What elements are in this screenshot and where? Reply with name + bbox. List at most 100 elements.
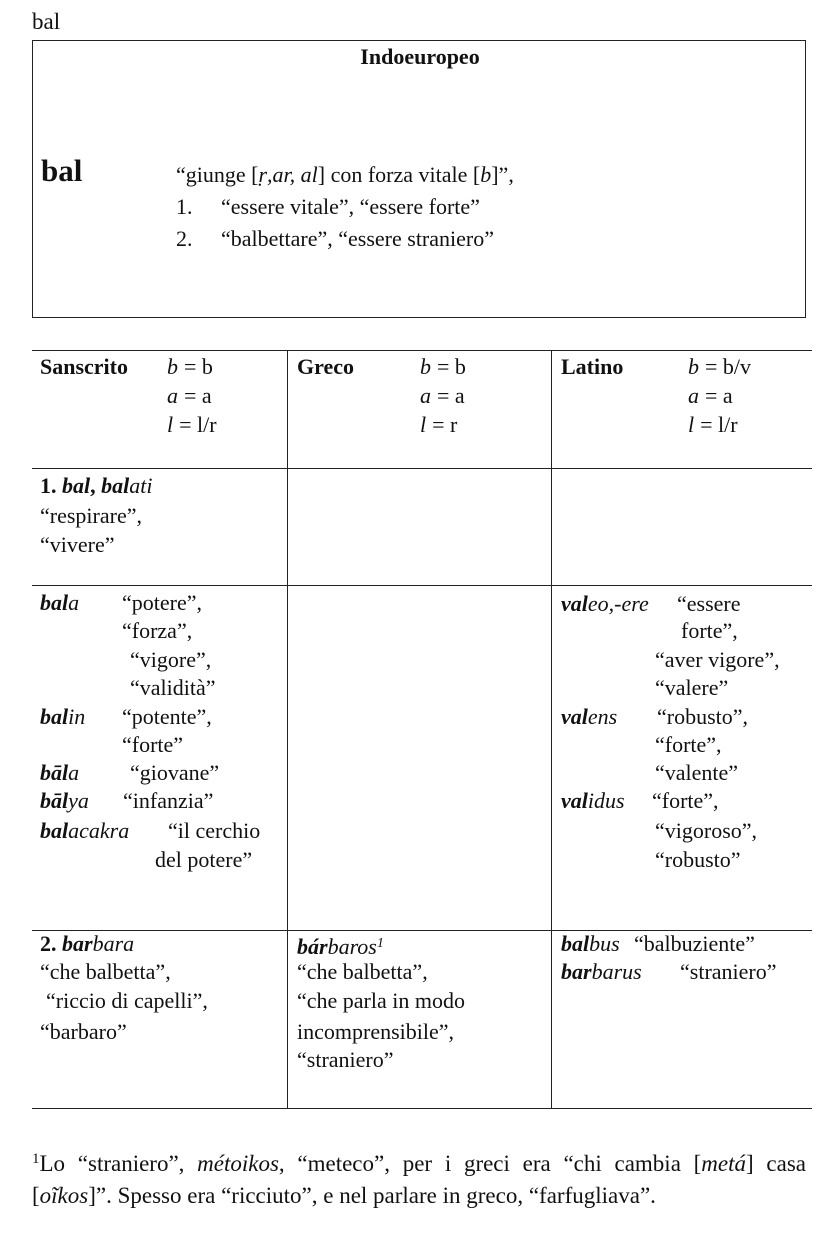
column-rule [551,350,552,1108]
cell-line: “riccio di capelli”, [46,988,208,1013]
text: l [167,412,174,437]
cell-line: 1. bal, balati [40,472,152,500]
cell-line: “straniero” [297,1047,394,1072]
text: bāl [40,760,69,785]
text: l [688,412,695,437]
text: a [420,383,431,408]
text: = l/r [700,412,738,437]
transcription-rule: a = a [167,382,212,410]
text: = b [437,354,466,379]
cell-line: barbarus [561,958,642,986]
text: l [420,412,427,437]
column-header: Greco [297,354,355,379]
cell-line: “forza”, [122,618,193,643]
text: metá [701,1151,747,1176]
table-rule [32,1108,812,1109]
text: = a [437,383,465,408]
text: bár [297,934,328,959]
cell-line: “vivere” [40,532,115,557]
column-rule [287,350,288,1108]
text: b [688,354,699,379]
table-rule [32,930,812,931]
cell-line: valeo,-ere [561,590,649,618]
text: ya [68,788,89,813]
table-rule [32,585,812,586]
cell-line: 2. barbara [40,930,134,958]
text: ]”, [491,162,514,187]
gloss: “il cerchio [168,818,261,843]
definition: “giunge [ṛ,ar, al] con forza vitale [b]”… [176,161,514,189]
cell-line: bāla [40,759,79,787]
cell-line: bālya [40,787,89,815]
page-label: bal [32,9,61,34]
cell-line: “valente” [655,760,739,785]
cell-line: “robusto” [655,847,741,872]
text: bal [101,473,130,498]
text: bal [561,931,590,956]
text: , [90,473,102,498]
cell-line: “aver vigore”, [655,647,780,672]
gloss: “straniero” [680,959,777,984]
text: b [420,354,431,379]
gloss: “forte”, [652,788,719,813]
text: bal [40,818,69,843]
text: = a [705,383,733,408]
root-box: Indoeuropeo bal “giunge [ṛ,ar, al] con f… [32,40,806,318]
text: bāl [40,788,69,813]
transcription-rule: l = l/r [167,411,217,439]
text: bar [62,931,93,956]
gloss: “infanzia” [123,788,214,813]
text: = l/r [179,412,217,437]
text: ] casa [ [32,1151,806,1208]
cell-line: forte”, [681,618,738,643]
transcription-rule: a = a [420,382,465,410]
text: idus [587,788,625,813]
transcription-rule: b = b [420,353,466,381]
text: = r [432,412,458,437]
text: acakra [68,818,130,843]
gloss: “giovane” [130,760,220,785]
gloss: “potere”, [122,590,202,615]
cell-line: bárbaros1 [297,930,384,961]
text: oĩkos [39,1183,89,1208]
cell-line: “che balbetta”, [40,959,171,984]
text: = b [184,354,213,379]
text: 1 [376,936,384,951]
text: ]”. Spesso era “ricciuto”, e nel parlare… [88,1183,656,1208]
text: val [561,704,588,729]
transcription-rule: l = r [420,411,457,439]
meaning: “balbettare”, “essere straniero” [221,226,494,251]
meaning: “essere vitale”, “essere forte” [221,194,480,219]
meaning-number: 1. [176,194,193,219]
transcription-rule: b = b/v [688,353,751,381]
column-header: Sanscrito [40,354,128,379]
text: val [561,591,588,616]
cell-line: del potere” [155,847,253,872]
cell-line: “forte”, [655,732,722,757]
text: eo,-ere [587,591,649,616]
cell-line: balbus [561,930,620,958]
cell-line: “valere” [655,675,729,700]
text: = b/v [705,354,752,379]
text: ati [129,473,153,498]
cell-line: “che parla in modo [297,988,465,1013]
text: ens [587,704,618,729]
transcription-rule: b = b [167,353,213,381]
cell-line: valens [561,703,617,731]
transcription-rule: a = a [688,382,733,410]
gloss: “potente”, [122,704,212,729]
cell-line: incomprensibile”, [297,1019,455,1044]
cell-line: “forte” [122,732,184,757]
text: val [561,788,588,813]
text: bara [92,931,135,956]
transcription-rule: l = l/r [688,411,738,439]
table-rule [32,468,812,469]
footnote-mark: 1 [32,1151,40,1167]
cell-line: validus [561,787,625,815]
text: bus [589,931,620,956]
text: b [167,354,178,379]
text: 2. [40,931,62,956]
text: barus [591,959,642,984]
